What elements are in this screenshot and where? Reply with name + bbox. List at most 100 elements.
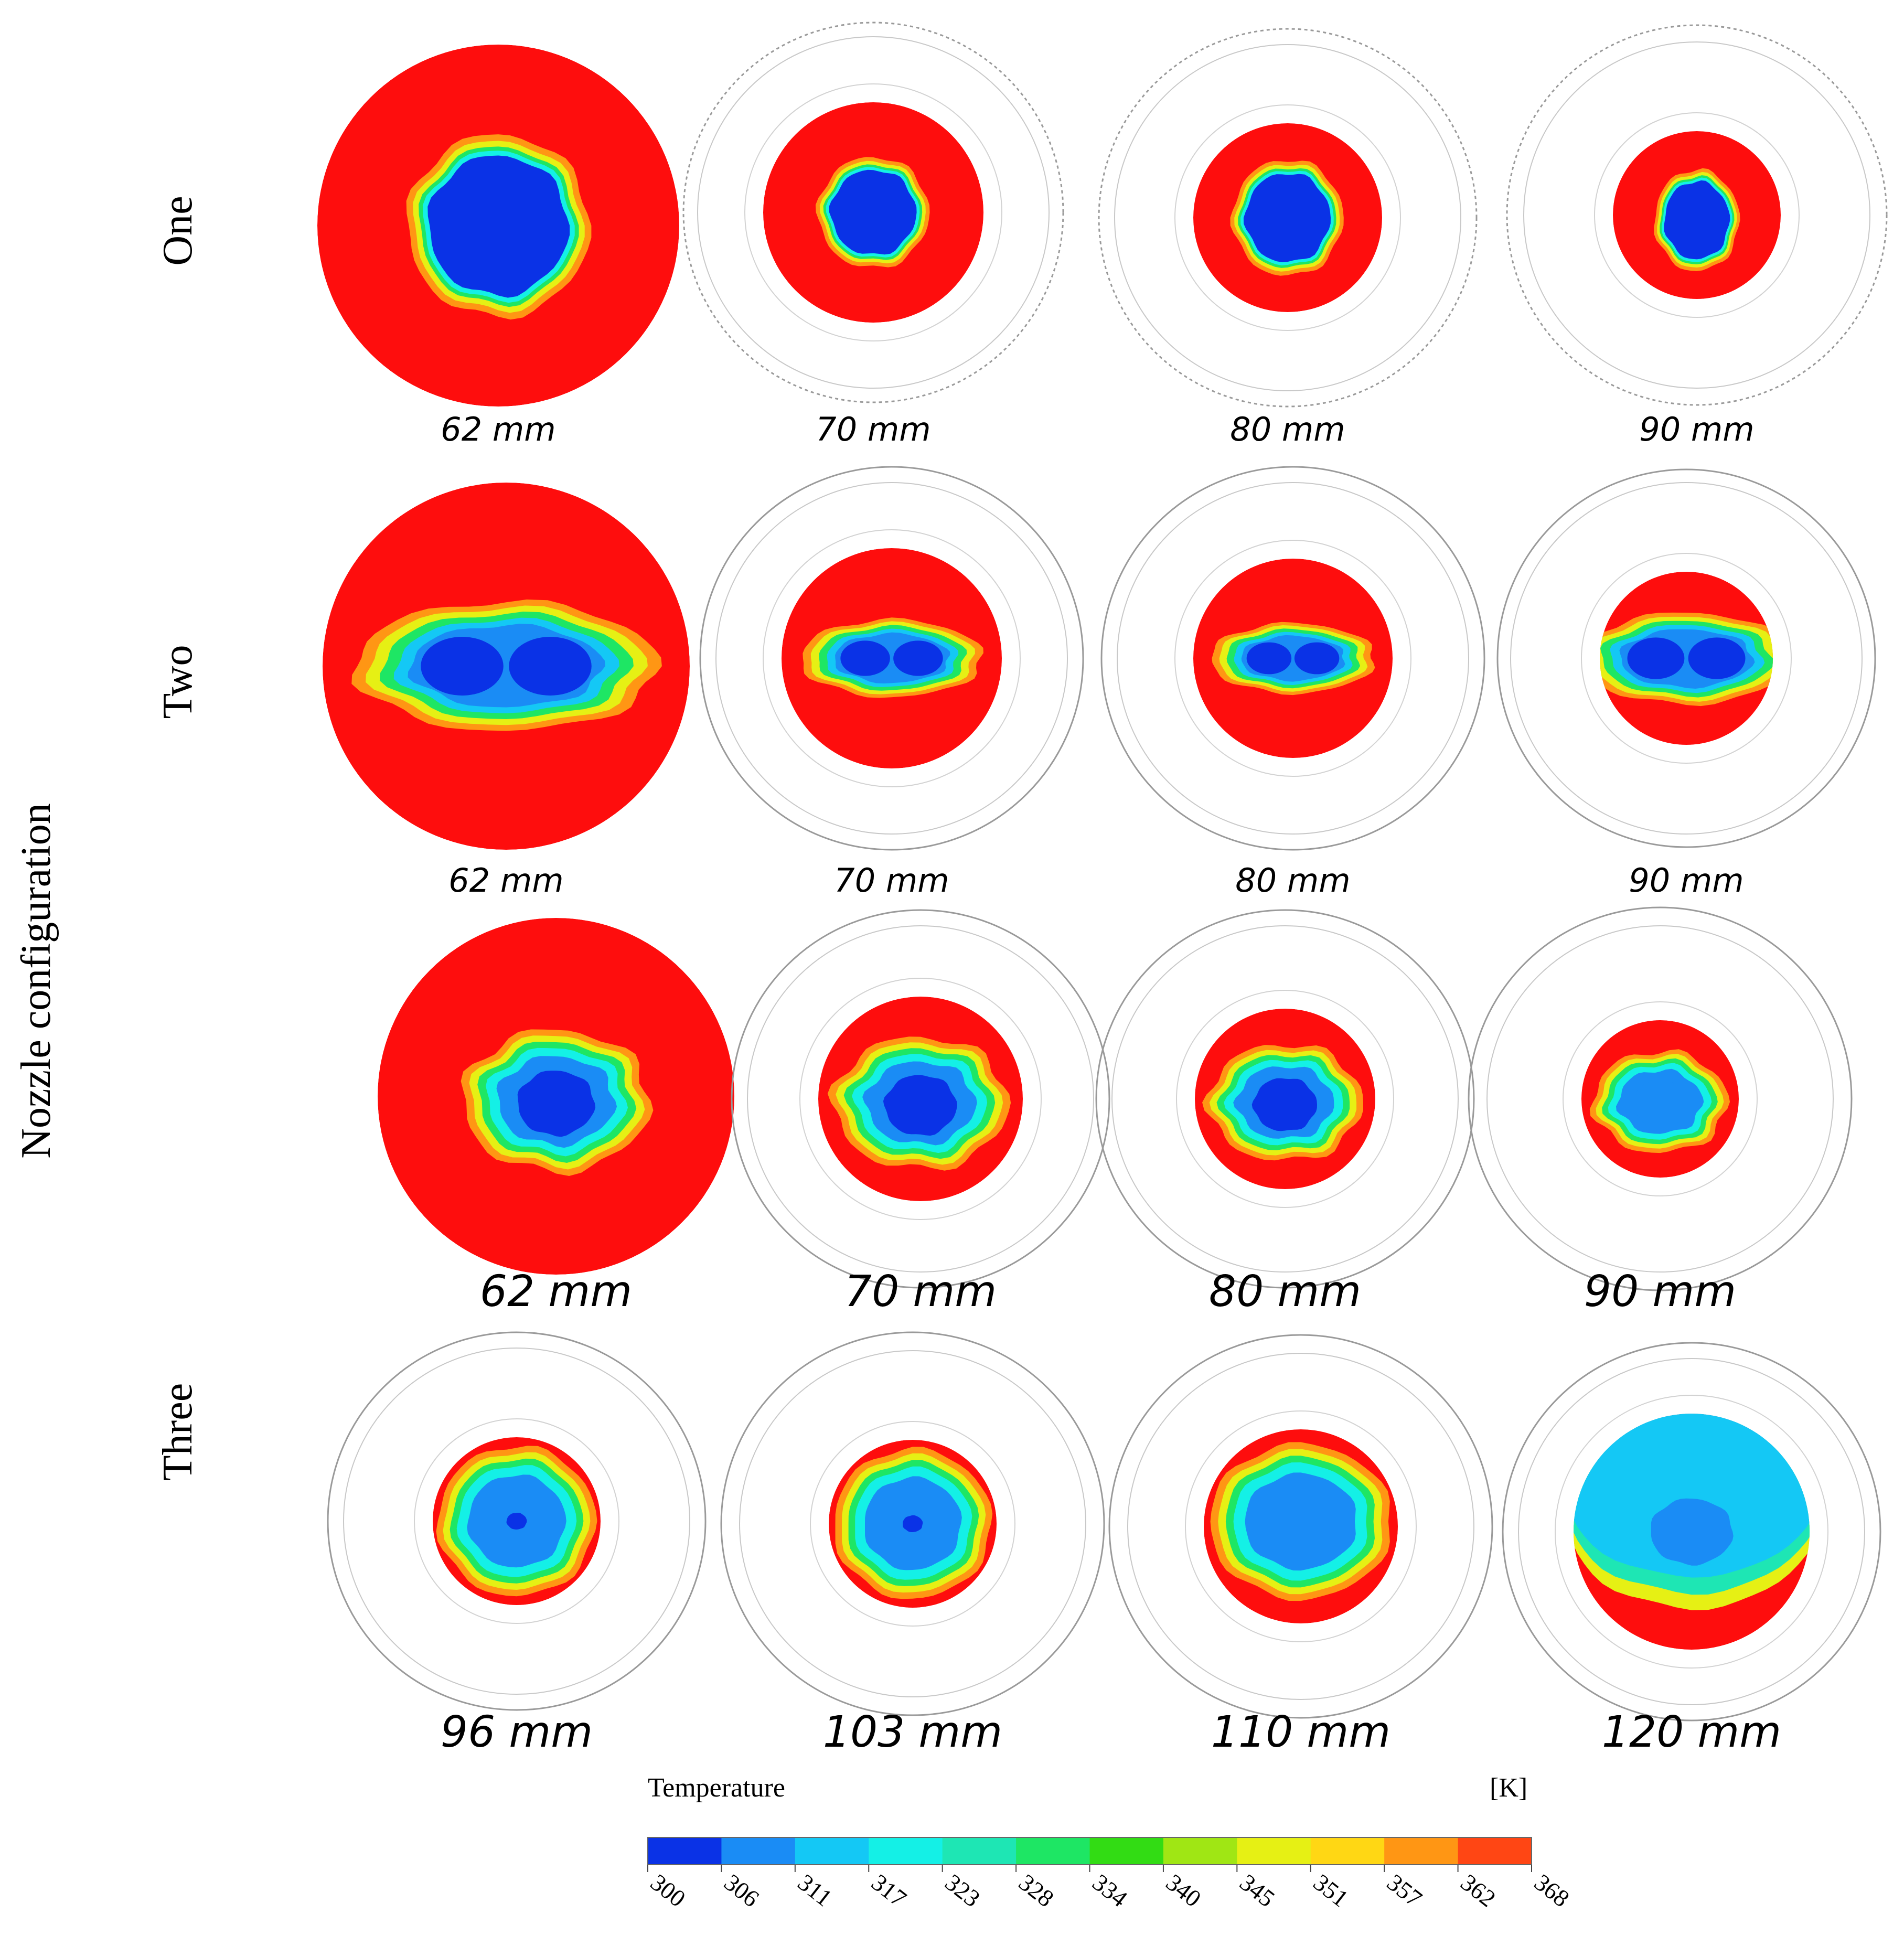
contour-panel: 80 mm — [1095, 909, 1475, 1317]
inner-ring — [1555, 1395, 1828, 1669]
mid-ring — [747, 925, 1094, 1273]
row-label-two: Two — [155, 645, 201, 719]
outer-ring — [1095, 909, 1475, 1289]
mid-ring — [1518, 1358, 1865, 1705]
distance-label: 90 mm — [1584, 1267, 1736, 1317]
temperature-field — [829, 1440, 997, 1608]
outer-ring — [699, 466, 1084, 851]
distance-label: 80 mm — [1230, 410, 1345, 448]
temperature-field — [323, 483, 690, 850]
mid-ring — [1127, 1353, 1474, 1700]
distance-label: 62 mm — [480, 1267, 632, 1317]
distance-label: 120 mm — [1602, 1707, 1781, 1757]
distance-label: 70 mm — [844, 1267, 997, 1317]
inner-ring — [414, 1418, 619, 1624]
legend-tick-labels: 300 306 311 317 323 328 334 340 345 351 357 362 368 — [646, 1865, 1575, 1912]
temperature-field — [1574, 1414, 1810, 1650]
contour-panel: 70 mm — [731, 909, 1110, 1317]
legend-tick-label: 317 — [867, 1869, 912, 1912]
mid-ring — [1523, 41, 1870, 389]
legend-tick-label: 334 — [1087, 1869, 1132, 1912]
legend-swatch — [1163, 1837, 1237, 1865]
legend-tick-label: 311 — [793, 1869, 837, 1912]
legend-swatch — [721, 1837, 796, 1865]
contour-panel: 70 mm — [682, 22, 1064, 448]
distance-label: 103 mm — [823, 1707, 1002, 1757]
contour-panel: 120 mm — [1502, 1342, 1881, 1757]
inner-ring — [799, 978, 1042, 1220]
temperature-field — [1613, 131, 1781, 299]
legend-tick-label: 357 — [1382, 1869, 1427, 1912]
inner-ring — [810, 1421, 1015, 1627]
outer-ring — [682, 22, 1064, 403]
distance-label: 110 mm — [1211, 1707, 1390, 1757]
inner-ring — [1176, 990, 1394, 1208]
temperature-field — [763, 102, 983, 323]
contour-panel: 110 mm — [1108, 1334, 1493, 1757]
outer-ring — [731, 909, 1110, 1289]
outer-ring — [327, 1331, 707, 1711]
temperature-field — [433, 1437, 601, 1605]
distance-label: 62 mm — [441, 410, 555, 448]
mid-ring — [343, 1348, 690, 1695]
contour-panel: 70 mm — [699, 466, 1084, 900]
mid-ring — [697, 36, 1050, 389]
contour-panel: 96 mm — [327, 1331, 707, 1757]
distance-label: 90 mm — [1629, 861, 1743, 900]
row-label-three: Three — [155, 1383, 201, 1481]
mid-ring — [1111, 925, 1459, 1273]
legend-tick-label: 345 — [1235, 1869, 1280, 1912]
legend-swatch — [1237, 1837, 1311, 1865]
legend-swatch — [1016, 1837, 1090, 1865]
mid-ring — [1510, 482, 1863, 835]
inner-ring — [1594, 112, 1800, 318]
temperature-legend: Temperature [K] 300 306 311 317 323 328 334 340… — [646, 1773, 1575, 1912]
legend-tick-label: 306 — [719, 1869, 764, 1912]
mid-ring — [1117, 482, 1469, 835]
mid-ring — [1114, 44, 1461, 391]
legend-swatch — [869, 1837, 943, 1865]
inner-ring — [1174, 540, 1411, 777]
contour-panel: 90 mm — [1506, 24, 1888, 448]
distance-label: 80 mm — [1209, 1267, 1361, 1317]
temperature-field — [1581, 1020, 1739, 1178]
outer-ring — [1506, 24, 1888, 406]
mid-ring — [739, 1350, 1086, 1697]
inner-ring — [744, 83, 1002, 341]
contour-panel: 80 mm — [1098, 28, 1478, 448]
legend-tick-label: 362 — [1456, 1869, 1501, 1912]
legend-swatch — [1310, 1837, 1385, 1865]
outer-ring — [1098, 28, 1478, 408]
outer-ring — [1468, 906, 1853, 1291]
contour-panel: 62 mm — [378, 918, 734, 1317]
legend-tick-label: 351 — [1309, 1869, 1354, 1912]
legend-swatch — [1458, 1837, 1532, 1865]
contour-panel: 62 mm — [317, 45, 679, 448]
temperature-field — [317, 45, 679, 407]
legend-swatch — [1384, 1837, 1459, 1865]
contour-panel: 62 mm — [323, 483, 690, 900]
distance-label: 80 mm — [1235, 861, 1350, 900]
outer-ring — [1100, 466, 1485, 851]
outer-ring — [1108, 1334, 1493, 1719]
distance-label: 96 mm — [441, 1707, 593, 1757]
legend-title: Temperature — [648, 1773, 785, 1803]
distance-label: 90 mm — [1639, 410, 1754, 448]
contour-panel: 90 mm — [1468, 906, 1853, 1317]
inner-ring — [1174, 104, 1401, 331]
inner-ring — [1581, 553, 1792, 764]
legend-swatch — [795, 1837, 869, 1865]
contour-panel: 90 mm — [1496, 468, 1876, 900]
inner-ring — [763, 529, 1021, 787]
panel-grid: 62 mm 70 mm 80 mm 90 mm 62 mm 70 mm 80 mm 90 mm… — [317, 22, 1888, 1757]
legend-swatch — [648, 1837, 722, 1865]
temperature-field — [378, 918, 734, 1275]
distance-label: 70 mm — [816, 410, 930, 448]
legend-colorbar — [647, 1837, 1532, 1865]
inner-ring — [1185, 1410, 1417, 1642]
legend-tick-label: 328 — [1014, 1869, 1059, 1912]
outer-ring — [720, 1331, 1105, 1716]
mid-ring — [715, 482, 1068, 835]
legend-tick-label: 323 — [940, 1869, 986, 1912]
